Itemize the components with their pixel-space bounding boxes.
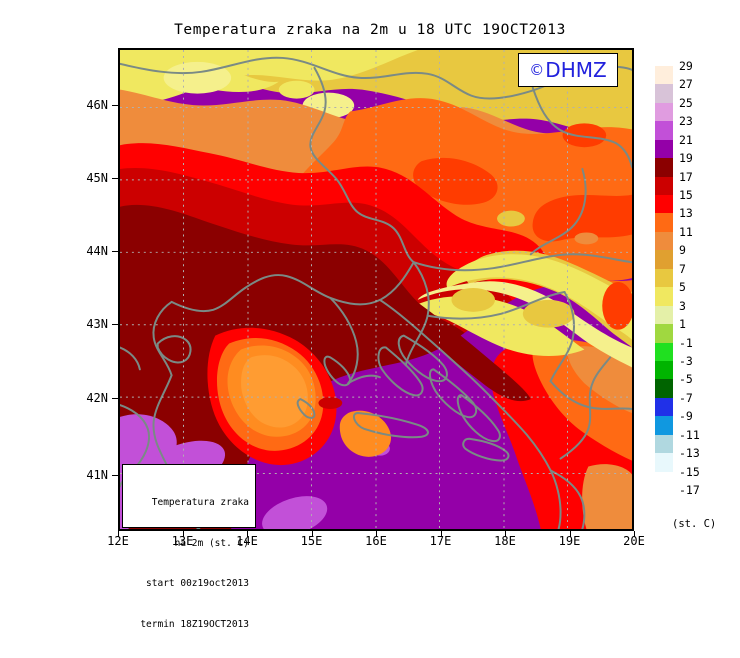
colorbar-band	[655, 434, 673, 454]
colorbar-band	[655, 195, 673, 215]
longitude-tick-mark	[440, 531, 442, 537]
colorbar-tick-label: 27	[679, 77, 693, 92]
longitude-tick-label: 13E	[171, 534, 194, 548]
colorbar-band	[655, 66, 673, 86]
colorbar-tick-label: -17	[679, 483, 700, 497]
latitude-tick-mark	[112, 324, 118, 325]
colorbar-band	[655, 287, 673, 307]
latitude-tick-mark	[112, 398, 118, 399]
colorbar-tick-label: 29	[679, 59, 693, 73]
colorbar-units-label: (st. C)	[672, 518, 717, 530]
colorbar-tick-label: 11	[679, 224, 693, 239]
latitude-tick-mark	[112, 251, 118, 252]
colorbar-tick-label: 15	[679, 188, 693, 203]
longitude-tick-mark	[182, 531, 184, 537]
colorbar-tick-label: 23	[679, 114, 693, 129]
longitude-tick-label: 18E	[494, 534, 516, 548]
dhmz-logo-text: DHMZ	[545, 58, 607, 82]
longitude-tick-mark	[634, 531, 635, 537]
latitude-tick-label: 43N	[86, 317, 108, 331]
colorbar-band	[655, 250, 673, 270]
latitude-tick-label: 41N	[86, 468, 108, 482]
colorbar-tick-label: -3	[679, 353, 693, 368]
colorbar	[655, 66, 673, 491]
colorbar-band	[655, 213, 673, 233]
colorbar-band	[655, 324, 673, 344]
longitude-tick-mark	[569, 531, 571, 537]
colorbar-tick-label: 25	[679, 95, 693, 110]
latitude-tick-label: 42N	[86, 391, 108, 405]
colorbar-band	[655, 416, 673, 436]
inset-legend-box: Temperatura zraka na 2m (st. C) start 00…	[122, 464, 256, 630]
colorbar-tick-label: -7	[679, 390, 693, 405]
weather-map-page: Temperatura zraka na 2m u 18 UTC 19OCT20…	[86, 22, 717, 630]
colorbar-tick-label: 1	[679, 317, 686, 332]
longitude-tick-label: 16E	[365, 534, 387, 548]
dhmz-logo: © DHMZ	[518, 53, 618, 87]
latitude-tick-label: 44N	[86, 244, 108, 258]
colorbar-band	[655, 176, 673, 196]
longitude-tick-mark	[505, 531, 506, 537]
colorbar-tick-label: -15	[679, 464, 700, 479]
colorbar-tick-label: -13	[679, 446, 700, 461]
copyright-icon: ©	[529, 61, 545, 79]
inset-legend-line-1: Temperatura zraka	[151, 497, 249, 508]
latitude-tick-label: 45N	[86, 171, 108, 185]
colorbar-tick-label: 13	[679, 206, 693, 221]
colorbar-band	[655, 158, 673, 178]
colorbar-band	[655, 453, 673, 473]
colorbar-band	[655, 139, 673, 159]
inset-legend-line-4: termin 18Z19OCT2013	[140, 618, 249, 630]
page-title: Temperatura zraka na 2m u 18 UTC 19OCT20…	[174, 22, 566, 38]
colorbar-band	[655, 305, 673, 325]
longitude-tick-label: 17E	[429, 534, 452, 548]
colorbar-band	[655, 268, 673, 288]
colorbar-band	[655, 360, 673, 380]
longitude-tick-mark	[247, 531, 248, 537]
longitude-tick-mark	[311, 531, 313, 537]
longitude-tick-label: 14E	[236, 534, 258, 548]
latitude-tick-label: 46N	[86, 98, 108, 112]
colorbar-band	[655, 231, 673, 251]
latitude-tick-mark	[112, 475, 118, 476]
colorbar-band	[655, 121, 673, 141]
colorbar-band	[655, 102, 673, 122]
inset-legend-line-2: na 2m (st. C)	[174, 537, 249, 549]
longitude-tick-mark	[118, 531, 119, 537]
inset-legend-line-3: start 00z19oct2013	[146, 578, 249, 589]
colorbar-tick-label: 7	[679, 261, 686, 276]
colorbar-tick-label: -5	[679, 372, 693, 387]
colorbar-tick-label: 9	[679, 243, 686, 258]
colorbar-tick-label: 17	[679, 169, 693, 184]
colorbar-tick-label: 5	[679, 280, 686, 295]
colorbar-tick-label: -11	[679, 427, 700, 442]
colorbar-band	[655, 84, 673, 104]
colorbar-tick-label: 21	[679, 132, 693, 147]
colorbar-band	[655, 342, 673, 362]
colorbar-band	[655, 397, 673, 417]
map-panel[interactable]	[118, 48, 634, 531]
latitude-tick-mark	[112, 178, 118, 179]
colorbar-band	[655, 471, 673, 491]
longitude-tick-label: 19E	[558, 534, 581, 548]
colorbar-tick-label: -9	[679, 409, 693, 424]
temperature-heatmap	[120, 50, 632, 529]
longitude-tick-label: 15E	[300, 534, 323, 548]
longitude-tick-mark	[376, 531, 377, 537]
colorbar-tick-label: 19	[679, 151, 693, 166]
colorbar-tick-label: -1	[679, 335, 693, 350]
latitude-tick-mark	[112, 105, 118, 106]
longitude-tick-label: 20E	[623, 534, 645, 548]
colorbar-band	[655, 379, 673, 399]
colorbar-tick-label: 3	[679, 298, 686, 313]
longitude-tick-label: 12E	[107, 534, 129, 548]
